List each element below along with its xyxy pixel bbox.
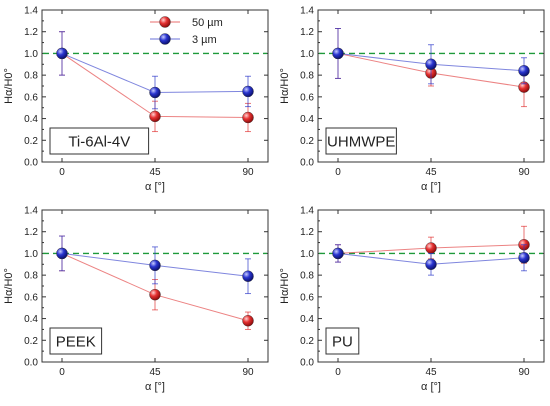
y-tick-label: 0.0 (300, 358, 314, 369)
y-tick-label: 0.0 (300, 158, 314, 169)
y-tick-label: 0.6 (24, 92, 38, 103)
data-point (149, 288, 161, 301)
y-tick-label: 1.2 (24, 227, 38, 238)
y-tick-label: 1.4 (300, 6, 314, 17)
data-point (149, 259, 161, 272)
y-tick-label: 0.8 (24, 271, 38, 282)
data-point (332, 247, 344, 260)
y-tick-label: 1.4 (24, 6, 38, 17)
x-tick-label: 0 (59, 367, 65, 378)
x-axis-label: α [°] (421, 181, 441, 193)
data-point (242, 270, 254, 282)
y-tick-label: 1.0 (24, 49, 38, 60)
y-tick-label: 0.2 (24, 336, 38, 347)
y-tick-label: 1.2 (300, 227, 314, 238)
panel-label: PU (332, 334, 353, 351)
x-tick-label: 45 (425, 367, 437, 378)
legend-marker (159, 33, 171, 45)
panel-label: UHMWPE (327, 134, 395, 151)
panel-3: 0.0 0.2 0.4 0.6 0.8 1.0 1.2 1.4 0 45 90 α [°] Hα/H0°… (3, 206, 269, 393)
x-axis-label: α [°] (145, 381, 165, 393)
x-tick-label: 90 (518, 167, 530, 178)
legend-marker (159, 16, 171, 28)
y-tick-label: 1.0 (300, 249, 314, 260)
legend-label: 50 µm (192, 17, 223, 29)
x-tick-label: 90 (242, 167, 254, 178)
y-axis-label: Hα/H0° (279, 68, 291, 104)
data-point (56, 47, 68, 60)
y-tick-label: 0.4 (24, 114, 38, 125)
y-tick-label: 0.6 (300, 92, 314, 103)
data-point (149, 86, 161, 99)
y-tick-label: 1.0 (300, 49, 314, 60)
data-point (242, 85, 254, 98)
y-tick-label: 0.2 (300, 336, 314, 347)
data-point (425, 58, 437, 70)
y-tick-label: 1.0 (24, 249, 38, 260)
y-tick-label: 0.0 (24, 158, 38, 169)
y-tick-label: 0.8 (24, 71, 38, 82)
data-point (242, 315, 254, 327)
y-tick-label: 0.2 (300, 136, 314, 147)
y-axis-label: Hα/H0° (279, 268, 291, 304)
x-axis-label: α [°] (145, 181, 165, 193)
data-point (425, 242, 437, 254)
legend: 50 µm 3 µm (150, 16, 223, 46)
panel-label: Ti-6Al-4V (68, 134, 130, 151)
panel-label-box (49, 127, 150, 155)
y-tick-label: 1.4 (24, 206, 38, 217)
data-point (332, 47, 344, 60)
panel-4: 0.0 0.2 0.4 0.6 0.8 1.0 1.2 1.4 0 45 90 α [°] Hα/H0°… (279, 206, 545, 393)
panel-2: 0.0 0.2 0.4 0.6 0.8 1.0 1.2 1.4 0 45 90 α [°] Hα/H0°… (279, 6, 545, 193)
panel-label-box (49, 327, 103, 355)
y-tick-label: 0.8 (300, 271, 314, 282)
y-axis-label: Hα/H0° (3, 268, 15, 304)
y-tick-label: 1.4 (300, 206, 314, 217)
y-tick-label: 0.8 (300, 71, 314, 82)
y-tick-label: 0.6 (300, 292, 314, 303)
y-tick-label: 1.2 (300, 27, 314, 38)
data-point (242, 111, 254, 124)
data-point (518, 65, 530, 77)
y-tick-label: 0.4 (300, 114, 314, 125)
data-point (149, 110, 161, 123)
data-point (56, 247, 68, 260)
x-tick-label: 0 (335, 167, 341, 178)
y-tick-label: 0.2 (24, 136, 38, 147)
x-tick-label: 0 (335, 367, 341, 378)
y-tick-label: 1.2 (24, 27, 38, 38)
data-point (425, 258, 437, 270)
x-tick-label: 90 (518, 367, 530, 378)
x-tick-label: 45 (149, 367, 161, 378)
y-tick-label: 0.4 (24, 314, 38, 325)
x-tick-label: 0 (59, 167, 65, 178)
panel-label-box (325, 127, 397, 155)
panel-1: 0.0 0.2 0.4 0.6 0.8 1.0 1.2 1.4 0 45 90 α [°] Hα/H0°… (3, 6, 269, 193)
y-tick-label: 0.0 (24, 358, 38, 369)
x-tick-label: 90 (242, 367, 254, 378)
x-tick-label: 45 (149, 167, 161, 178)
y-tick-label: 0.6 (24, 292, 38, 303)
x-tick-label: 45 (425, 167, 437, 178)
data-point (518, 252, 530, 264)
y-axis-label: Hα/H0° (3, 68, 15, 104)
legend-label: 3 µm (192, 34, 217, 46)
panel-label-box (325, 327, 360, 355)
y-tick-label: 0.4 (300, 314, 314, 325)
x-axis-label: α [°] (421, 381, 441, 393)
panel-label: PEEK (56, 334, 96, 351)
